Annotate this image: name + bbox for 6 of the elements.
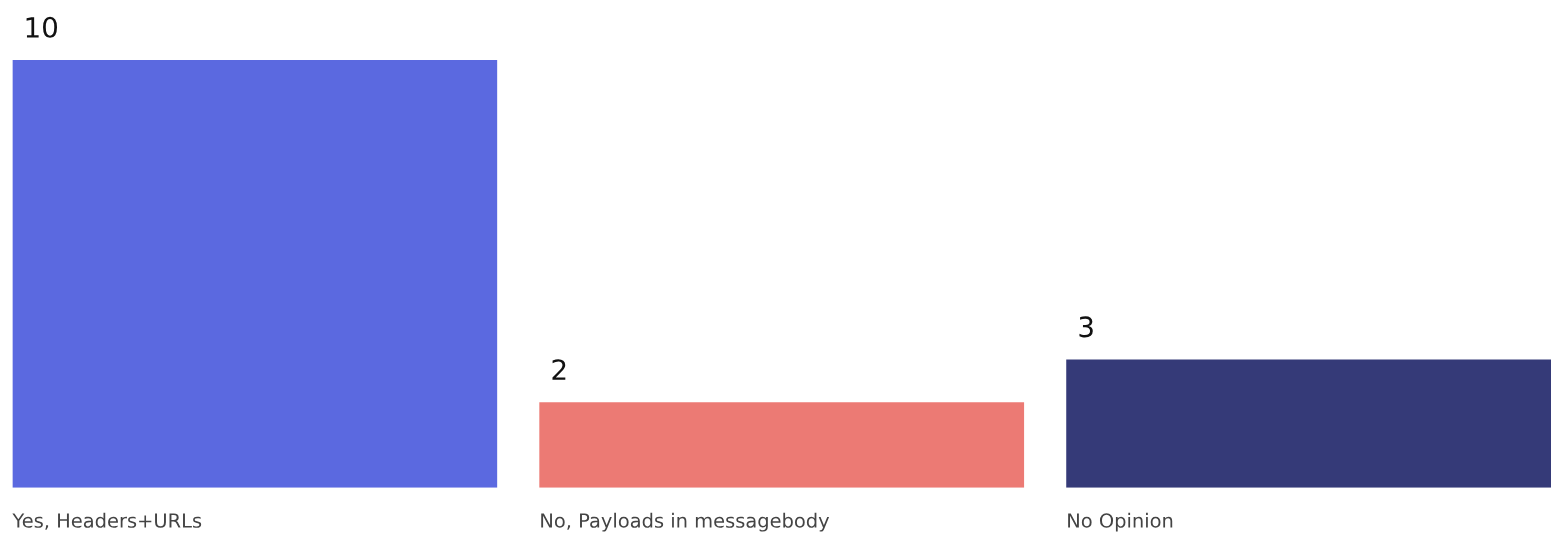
x-tick-label: No, Payloads in messagebody <box>541 512 830 532</box>
data-label: 3 <box>1079 316 1093 338</box>
data-label: 2 <box>552 359 566 380</box>
data-label: 10 <box>26 16 58 38</box>
x-tick-label: No Opinion <box>1068 512 1173 532</box>
x-tick-label: Yes, Headers+URLs <box>12 512 202 530</box>
